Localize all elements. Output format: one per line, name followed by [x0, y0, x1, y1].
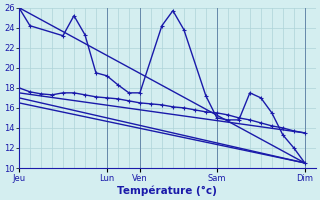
X-axis label: Température (°c): Température (°c)	[117, 185, 217, 196]
